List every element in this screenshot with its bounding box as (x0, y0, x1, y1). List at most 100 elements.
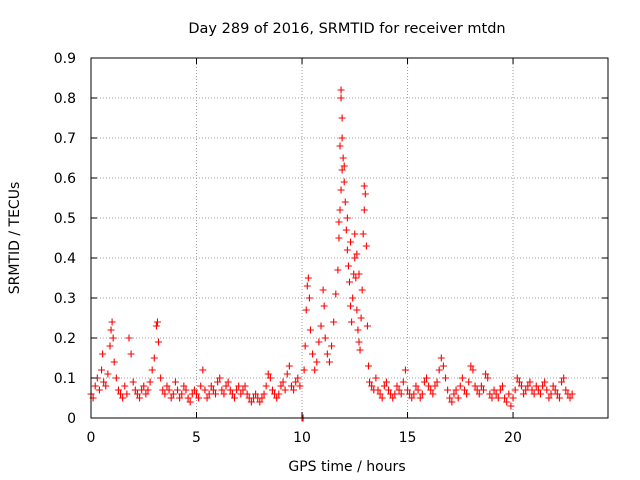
data-point (486, 390, 494, 398)
data-point (351, 230, 359, 238)
data-point (425, 382, 433, 390)
data-point (197, 382, 205, 390)
data-point (123, 390, 131, 398)
data-point (551, 386, 559, 394)
data-point (482, 370, 490, 378)
data-point (410, 390, 418, 398)
data-point (505, 390, 513, 398)
data-point (494, 394, 502, 402)
data-point (353, 250, 361, 258)
data-point (492, 390, 500, 398)
data-point (304, 274, 312, 282)
data-point (309, 350, 317, 358)
data-point (121, 382, 129, 390)
data-point (372, 374, 380, 382)
data-point (266, 374, 274, 382)
data-point (355, 270, 363, 278)
data-point (129, 378, 137, 386)
data-point (106, 342, 114, 350)
data-point (391, 390, 399, 398)
data-point (358, 286, 366, 294)
data-point (268, 386, 276, 394)
data-point (362, 242, 370, 250)
data-point (161, 390, 169, 398)
data-point (408, 394, 416, 402)
data-point (114, 386, 122, 394)
data-point (541, 378, 549, 386)
data-point (108, 318, 116, 326)
data-point (279, 378, 287, 386)
data-point (511, 386, 519, 394)
y-tick-label: 0.8 (54, 91, 76, 107)
data-point (448, 398, 456, 406)
data-point (153, 318, 161, 326)
data-point (165, 386, 173, 394)
data-point (281, 386, 289, 394)
data-point (560, 374, 568, 382)
data-point (237, 390, 245, 398)
data-point (239, 386, 247, 394)
data-point (454, 394, 462, 402)
data-point (230, 394, 238, 402)
data-point (334, 266, 342, 274)
data-point (340, 178, 348, 186)
data-point (207, 382, 215, 390)
data-point (479, 386, 487, 394)
data-point (353, 306, 361, 314)
data-point (107, 326, 115, 334)
data-point (273, 394, 281, 402)
data-point (467, 362, 475, 370)
data-point (484, 374, 492, 382)
data-point (277, 382, 285, 390)
data-point (503, 398, 511, 406)
data-point (212, 390, 220, 398)
data-point (360, 182, 368, 190)
data-point (337, 94, 345, 102)
data-point (125, 334, 133, 342)
data-point (117, 390, 125, 398)
data-point (214, 378, 222, 386)
data-point (530, 390, 538, 398)
y-tick-label: 0.4 (54, 251, 76, 267)
data-point (341, 198, 349, 206)
data-point (264, 370, 272, 378)
data-point (395, 386, 403, 394)
data-point (401, 366, 409, 374)
data-point (296, 382, 304, 390)
data-point (439, 362, 447, 370)
data-point (252, 390, 260, 398)
data-point (344, 262, 352, 270)
data-point (393, 382, 401, 390)
data-point (380, 382, 388, 390)
y-tick-label: 0.1 (54, 371, 76, 387)
data-point (178, 390, 186, 398)
data-point (220, 390, 228, 398)
data-point (338, 114, 346, 122)
data-point (300, 366, 308, 374)
data-point (184, 394, 192, 402)
data-point (348, 318, 356, 326)
data-point (155, 338, 163, 346)
data-point (513, 374, 521, 382)
data-point (461, 386, 469, 394)
x-tick-label: 15 (399, 430, 417, 446)
data-point (431, 382, 439, 390)
data-point (174, 386, 182, 394)
data-point (157, 374, 165, 382)
data-point (330, 318, 338, 326)
data-point (363, 322, 371, 330)
data-point (313, 358, 321, 366)
data-point (547, 390, 555, 398)
data-point (528, 386, 536, 394)
data-point (110, 358, 118, 366)
data-point (450, 390, 458, 398)
data-point (201, 386, 209, 394)
data-point (566, 394, 574, 402)
data-point (488, 394, 496, 402)
data-point (131, 386, 139, 394)
x-axis-label: GPS time / hours (288, 459, 405, 475)
data-point (515, 378, 523, 386)
data-point (228, 390, 236, 398)
data-point (205, 390, 213, 398)
data-point (340, 162, 348, 170)
